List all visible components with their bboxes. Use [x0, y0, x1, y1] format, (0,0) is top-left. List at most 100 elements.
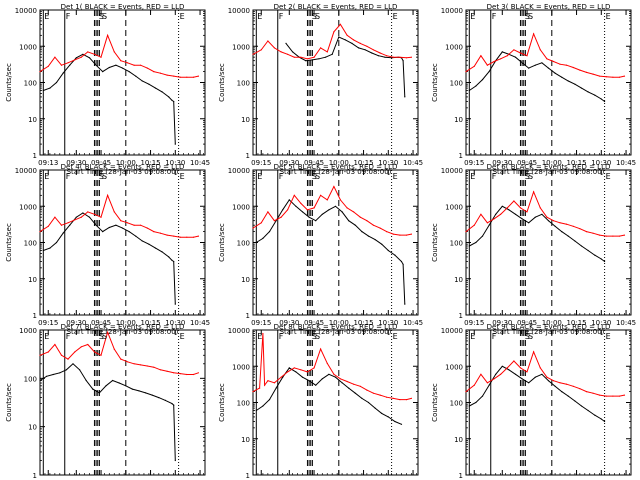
marker-annotation: S: [525, 332, 530, 341]
x-tick-label: 09:15: [464, 319, 484, 327]
data-point-events: [501, 51, 503, 53]
marker-annotation: E: [470, 12, 475, 21]
panel-title: Det 8( BLACK = Events, RED = LLD: [274, 323, 398, 331]
y-tick-label: 10: [28, 116, 37, 124]
data-point-lld: [173, 75, 175, 77]
data-point-lld: [359, 42, 361, 45]
data-point-lld: [74, 219, 76, 221]
data-point-events: [501, 205, 503, 207]
data-point-lld: [179, 236, 181, 238]
data-point-lld: [623, 234, 626, 236]
marker-annotation: E: [44, 172, 49, 181]
data-point-events: [301, 211, 304, 213]
series-line-lld: [39, 330, 199, 375]
data-point-lld: [559, 382, 561, 384]
series-line-lld: [465, 350, 625, 397]
data-point-events: [400, 423, 403, 425]
marker-annotation: S: [99, 332, 104, 341]
data-point-events: [69, 64, 71, 66]
data-point-lld: [259, 387, 261, 389]
y-tick-label: 1000: [445, 43, 463, 51]
data-point-events: [374, 239, 376, 241]
data-point-lld: [306, 209, 308, 211]
data-point-events: [541, 213, 543, 215]
data-point-lld: [100, 216, 102, 218]
marker-annotation: E: [180, 332, 185, 341]
y-tick-label: 10: [454, 436, 463, 444]
data-point-events: [72, 363, 74, 365]
x-tick-label: 10:30: [165, 159, 185, 167]
data-point-events: [328, 209, 330, 211]
series-line-lld: [252, 333, 412, 401]
data-point-lld: [566, 64, 568, 66]
marker-annotation: E: [257, 12, 262, 21]
x-tick-label: 10:00: [542, 159, 562, 167]
data-point-lld: [67, 62, 69, 64]
data-point-lld: [359, 216, 361, 218]
data-point-lld: [39, 71, 41, 73]
data-point-lld: [599, 234, 601, 236]
data-point-lld: [287, 371, 289, 373]
data-point-lld: [372, 224, 374, 226]
data-point-lld: [287, 209, 289, 211]
data-point-lld: [93, 213, 96, 215]
y-axis-label: Counts/sec: [431, 223, 439, 262]
data-point-lld: [120, 220, 122, 222]
series-line-events: [43, 212, 176, 305]
data-point-lld: [54, 343, 56, 346]
x-tick-label: 10:45: [616, 159, 636, 167]
data-point-lld: [313, 367, 315, 369]
series-line-lld: [39, 33, 199, 78]
data-point-events: [174, 143, 176, 145]
data-point-lld: [379, 52, 381, 54]
data-point-events: [135, 75, 137, 77]
data-point-lld: [47, 65, 49, 67]
data-point-events: [92, 388, 94, 390]
data-point-lld: [166, 74, 168, 76]
x-tick-label: 09:45: [517, 159, 537, 167]
x-tick-label: 09:30: [492, 319, 512, 327]
data-point-events: [282, 376, 284, 378]
y-tick-label: 10000: [228, 167, 250, 175]
data-point-events: [161, 251, 163, 253]
data-point-events: [46, 375, 48, 377]
data-point-lld: [107, 34, 109, 36]
data-point-events: [325, 56, 327, 58]
data-point-lld: [126, 361, 129, 363]
y-tick-label: 10: [454, 116, 463, 124]
x-tick-label: 10:45: [403, 319, 423, 327]
marker-annotation: F: [492, 332, 497, 341]
data-point-lld: [410, 397, 412, 399]
data-point-events: [305, 60, 307, 62]
data-point-events: [600, 98, 602, 100]
marker-annotation: E: [606, 12, 611, 21]
data-point-lld: [533, 191, 535, 193]
data-point-events: [171, 403, 173, 405]
data-point-lld: [273, 47, 275, 49]
data-point-lld: [599, 394, 601, 396]
data-point-lld: [293, 367, 295, 369]
data-point-events: [105, 385, 107, 387]
data-point-lld: [67, 358, 69, 360]
y-tick-label: 10000: [15, 167, 37, 175]
x-tick-label: 10:30: [165, 319, 185, 327]
marker-annotation: E: [606, 172, 611, 181]
marker-annotation: E: [470, 332, 475, 341]
data-point-lld: [539, 207, 541, 209]
data-point-lld: [133, 64, 135, 66]
data-point-events: [547, 220, 550, 222]
y-tick-label: 100: [450, 240, 463, 248]
data-point-lld: [410, 233, 412, 235]
data-point-events: [121, 227, 124, 229]
x-tick-label: 10:15: [566, 319, 586, 327]
data-point-events: [534, 64, 536, 66]
y-tick-label: 1: [33, 152, 37, 160]
x-axis-label: Start Time (28-Jan-03 09:08:00): [493, 328, 605, 336]
data-point-lld: [260, 222, 262, 224]
data-point-lld: [500, 213, 502, 215]
y-tick-label: 1000: [232, 43, 250, 51]
data-point-events: [82, 53, 84, 55]
data-point-events: [574, 240, 576, 242]
data-point-events: [534, 376, 536, 378]
data-point-lld: [366, 45, 368, 47]
